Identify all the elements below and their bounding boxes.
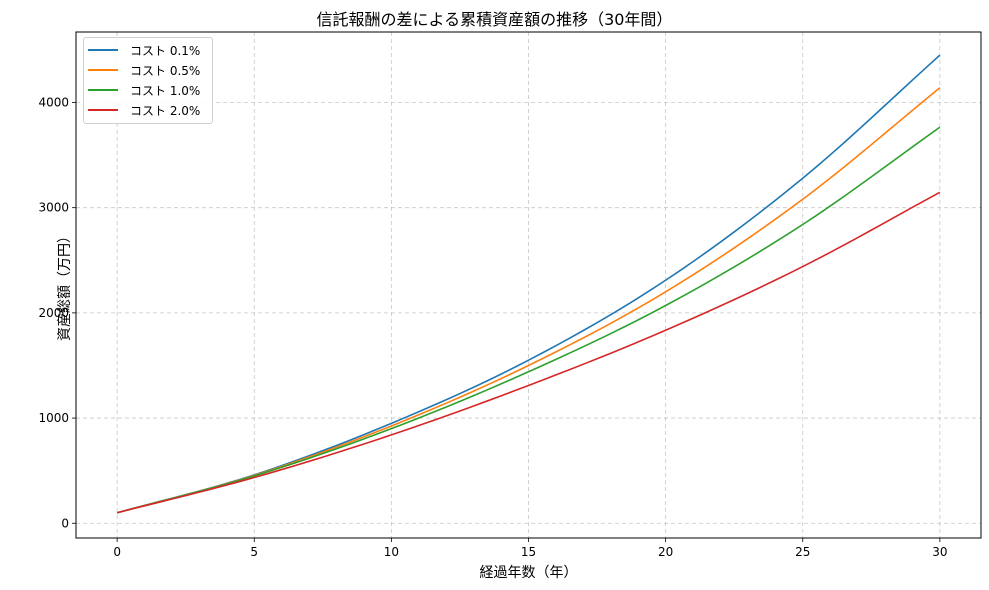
legend-swatch	[88, 89, 118, 91]
x-tick-label: 15	[521, 545, 536, 559]
legend-label: コスト 1.0%	[130, 83, 201, 98]
x-tick-label: 5	[250, 545, 258, 559]
x-tick-label: 30	[932, 545, 947, 559]
x-tick-label: 20	[658, 545, 673, 559]
legend-label: コスト 2.0%	[130, 103, 201, 118]
y-tick-label: 1000	[38, 411, 69, 425]
legend-item: コスト 2.0%	[88, 100, 200, 120]
series-line	[116, 126, 941, 514]
x-axis-label: 経過年数（年）	[479, 565, 578, 581]
y-tick-label: 4000	[38, 95, 69, 109]
legend-item: コスト 0.1%	[88, 40, 200, 60]
legend-swatch	[88, 49, 118, 51]
legend-label: コスト 0.1%	[130, 43, 201, 58]
y-axis-label: 資産総額（万円）	[57, 229, 73, 341]
y-tick-label: 2000	[38, 306, 69, 320]
legend-swatch	[88, 69, 118, 71]
legend-item: コスト 0.5%	[88, 60, 200, 80]
y-tick-label: 0	[61, 516, 69, 530]
x-tick-label: 0	[113, 545, 121, 559]
x-tick-label: 10	[384, 545, 399, 559]
series-line	[116, 191, 941, 514]
y-tick-label: 3000	[38, 201, 69, 215]
x-tick-label: 25	[795, 545, 810, 559]
legend-swatch	[88, 109, 118, 111]
legend-item: コスト 1.0%	[88, 80, 200, 100]
chart-title: 信託報酬の差による累積資産額の推移（30年間）	[316, 10, 673, 29]
legend-label: コスト 0.5%	[130, 63, 201, 78]
legend: コスト 0.1% コスト 0.5% コスト 1.0% コスト 2.0%	[83, 37, 213, 124]
